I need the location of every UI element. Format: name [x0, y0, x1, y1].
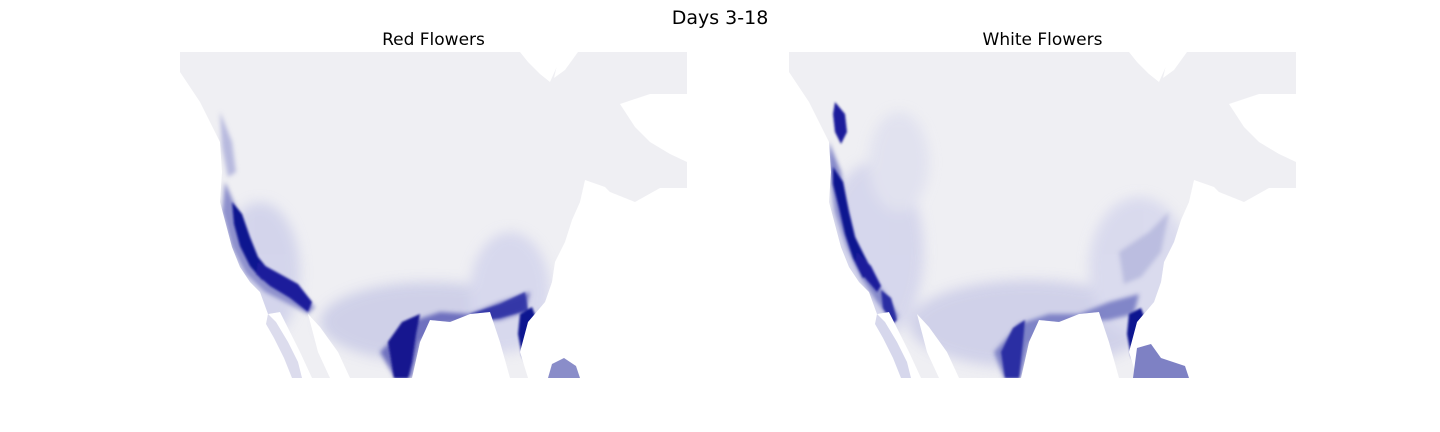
hotspot-pacific-coast [833, 167, 873, 278]
density-east-broad [470, 232, 550, 352]
density-appalachian [1119, 212, 1169, 284]
panel-white-flowers: White Flowers [789, 30, 1296, 378]
hudson-bay-gap [1163, 52, 1187, 78]
hotspot-socal [881, 290, 897, 324]
map-svg-red [180, 52, 687, 378]
map-white-flowers [789, 52, 1296, 378]
hudson-bay-gap [554, 52, 578, 78]
hotspot-pacific-coast [232, 202, 272, 280]
baja-peninsula [875, 314, 911, 378]
panel-title-white: White Flowers [982, 30, 1103, 50]
panel-red-flowers: Red Flowers [180, 30, 687, 378]
hotspot-gulf-texas [1001, 320, 1025, 378]
hotspot-gulf-texas [388, 314, 420, 378]
density-gulf-coast [994, 294, 1139, 378]
hotspot-central-valley [256, 262, 312, 312]
map-svg-white [789, 52, 1296, 378]
density-rockies [869, 112, 929, 212]
density-pacific-band [829, 142, 899, 320]
figure-title: Days 3-18 [671, 7, 769, 29]
panel-title-red: Red Flowers [382, 30, 485, 50]
map-red-flowers [180, 52, 687, 378]
hotspot-central-coast [855, 252, 881, 292]
density-northwest [220, 112, 236, 177]
baja-peninsula [266, 314, 302, 378]
hotspot-pacific-northwest [833, 102, 847, 144]
caribbean-islands [1133, 344, 1189, 378]
caribbean-islands [548, 358, 580, 378]
